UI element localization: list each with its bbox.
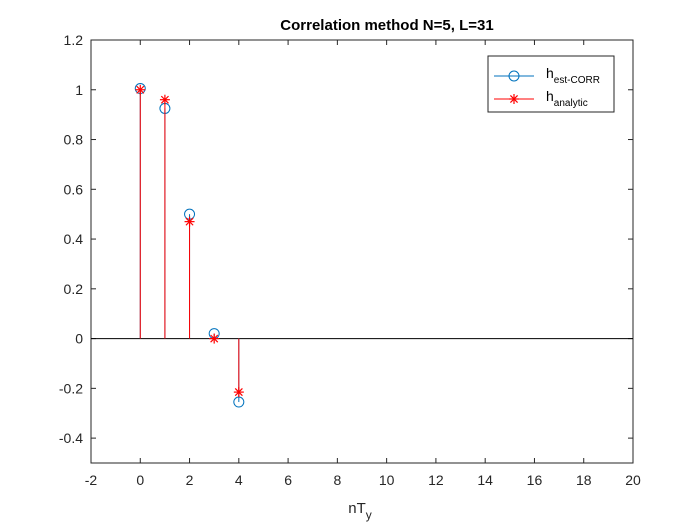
tick-labels: -2 0 2 4 6 8 10 12 14 16 18 20 -0.4 -0.2 0 0.2 0.4 0.6 0.8… [59,32,641,488]
y-tick-label: 1.2 [64,32,84,48]
y-tick-label: 0.6 [64,181,84,197]
stem-marker [135,84,146,95]
chart-title: Correlation method N=5, L=31 [280,17,493,34]
x-tick-label: 14 [477,472,493,488]
series-layer [134,83,245,408]
series-analytic [135,84,244,398]
stem-marker [159,94,170,105]
x-tick-label: 2 [186,472,194,488]
x-axis-label-main: nT [348,500,366,517]
y-tick-label: 0.8 [64,132,84,148]
legend-marker [509,94,519,104]
x-tick-label: 6 [284,472,292,488]
x-tick-label: 8 [333,472,341,488]
legend-marker [508,70,520,82]
y-tick-label: 0 [75,331,83,347]
legend-label: hanalytic [546,88,588,109]
x-tick-label: -2 [85,472,98,488]
y-tick-label: 0.4 [64,231,84,247]
y-tick-label: 0.2 [64,281,84,297]
x-tick-label: 12 [428,472,444,488]
x-tick-label: 0 [136,472,144,488]
x-tick-label: 4 [235,472,243,488]
axis-ticks [90,39,634,463]
x-tick-label: 18 [576,472,592,488]
stem-marker [184,216,195,227]
x-tick-label: 20 [625,472,641,488]
stem-marker [209,333,220,344]
x-tick-label: 16 [527,472,543,488]
legend-box [487,55,615,113]
x-axis-label: nTy [348,500,372,522]
x-tick-label: 10 [379,472,395,488]
y-tick-label: -0.4 [59,430,83,446]
legend-label: hest-CORR [546,65,600,86]
y-tick-label: -0.2 [59,380,83,396]
y-tick-label: 1 [75,82,83,98]
x-axis-label-sub: y [366,508,372,522]
stem-marker [233,387,244,398]
